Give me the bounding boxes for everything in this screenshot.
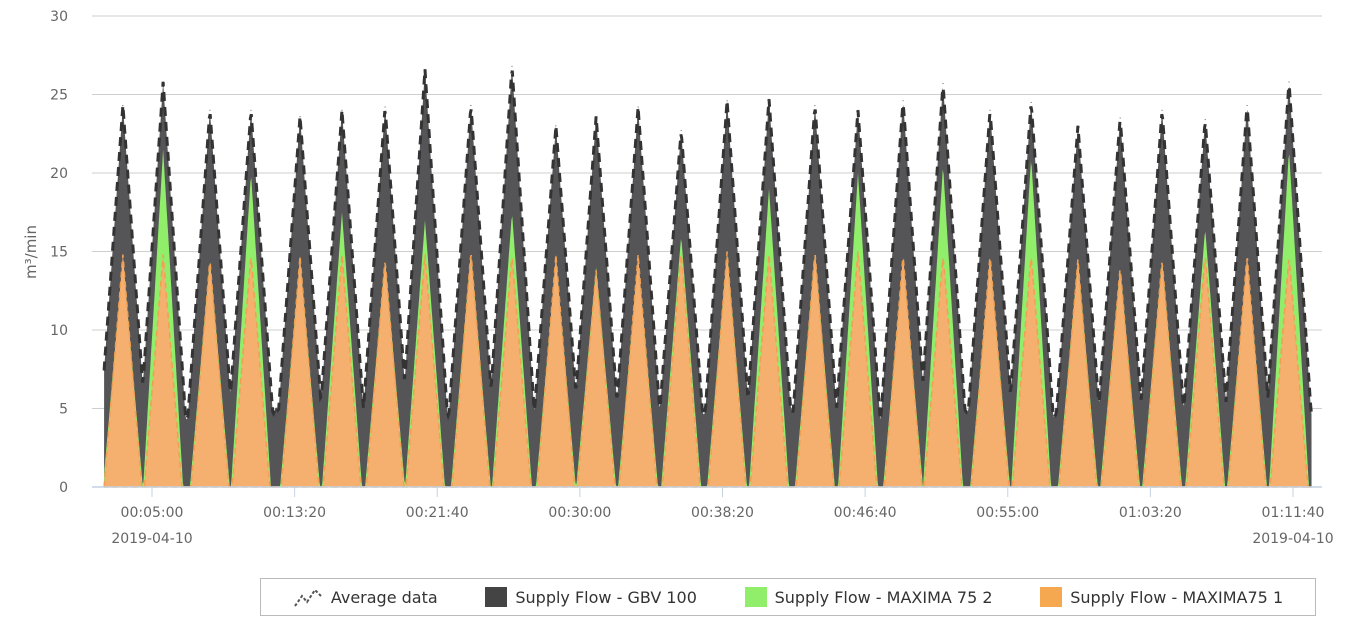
- legend-item-gbv-100[interactable]: Supply Flow - GBV 100: [485, 587, 697, 607]
- peak-point-gbv-100: [511, 65, 513, 67]
- x-tick-label: 00:05:00: [121, 505, 184, 521]
- y-tick-label: 5: [59, 402, 68, 418]
- x-tick-label: 01:11:40: [1262, 505, 1325, 521]
- peak-point-gbv-100: [989, 109, 991, 111]
- peak-point-gbv-100: [162, 81, 164, 83]
- legend-label: Average data: [330, 587, 438, 607]
- legend-swatch: [485, 587, 508, 607]
- x-tick-label: 01:03:20: [1119, 505, 1182, 521]
- x-tick-label: 00:13:20: [263, 505, 326, 521]
- peak-point-gbv-100: [1288, 81, 1290, 83]
- peak-point-gbv-100: [595, 115, 597, 117]
- peak-point-gbv-100: [857, 109, 859, 111]
- y-tick-label: 30: [50, 9, 68, 25]
- x-tick-date: 2019-04-10: [111, 531, 192, 547]
- x-tick-label: 00:38:20: [691, 505, 754, 521]
- peak-point-gbv-100: [1246, 104, 1248, 106]
- peak-point-gbv-100: [1119, 117, 1121, 119]
- x-tick-label: 00:21:40: [406, 505, 469, 521]
- y-axis-label: m³/min: [22, 225, 40, 279]
- peak-point-gbv-100: [1030, 101, 1032, 103]
- peak-point-gbv-100: [1077, 125, 1079, 127]
- peak-point-gbv-100: [555, 125, 557, 127]
- legend-item-maxima75-1[interactable]: Supply Flow - MAXIMA75 1: [1040, 587, 1283, 607]
- peak-point-gbv-100: [680, 130, 682, 132]
- x-tick-label: 00:46:40: [834, 505, 897, 521]
- peak-point-gbv-100: [122, 104, 124, 106]
- line-chart-icon: [294, 588, 322, 607]
- x-tick-label: 00:30:00: [548, 505, 611, 521]
- peak-point-gbv-100: [384, 106, 386, 108]
- y-tick-label: 10: [50, 323, 68, 339]
- peak-point-gbv-100: [209, 109, 211, 111]
- peak-point-gbv-100: [726, 100, 728, 102]
- peak-point-gbv-100: [768, 98, 770, 100]
- peak-point-gbv-100: [902, 100, 904, 102]
- y-tick-label: 25: [50, 88, 68, 104]
- legend-label: Supply Flow - GBV 100: [515, 587, 697, 607]
- y-tick-label: 15: [50, 245, 68, 261]
- x-tick-label: 00:55:00: [976, 505, 1039, 521]
- peak-point-gbv-100: [637, 106, 639, 108]
- legend-item-maxima-75-2[interactable]: Supply Flow - MAXIMA 75 2: [744, 587, 993, 607]
- line-average-data: [102, 69, 1313, 422]
- legend-swatch: [744, 587, 767, 607]
- peak-point-gbv-100: [1204, 119, 1206, 121]
- legend-swatch: [1040, 587, 1063, 607]
- legend: Average data Supply Flow - GBV 100 Suppl…: [260, 578, 1316, 616]
- peak-point-gbv-100: [814, 104, 816, 106]
- x-tick-date: 2019-04-10: [1252, 531, 1333, 547]
- area-maxima75-1: [103, 251, 1312, 488]
- legend-label: Supply Flow - MAXIMA 75 2: [774, 587, 993, 607]
- peak-point-gbv-100: [250, 109, 252, 111]
- y-tick-label: 20: [50, 166, 68, 182]
- peak-point-gbv-100: [299, 115, 301, 117]
- peak-point-gbv-100: [424, 68, 426, 70]
- peak-point-gbv-100: [470, 104, 472, 106]
- peak-point-gbv-100: [942, 83, 944, 85]
- legend-label: Supply Flow - MAXIMA75 1: [1070, 587, 1284, 607]
- peak-point-gbv-100: [341, 109, 343, 111]
- legend-item-average[interactable]: Average data: [293, 586, 438, 608]
- y-tick-label: 0: [59, 480, 68, 496]
- peak-point-gbv-100: [1161, 109, 1163, 111]
